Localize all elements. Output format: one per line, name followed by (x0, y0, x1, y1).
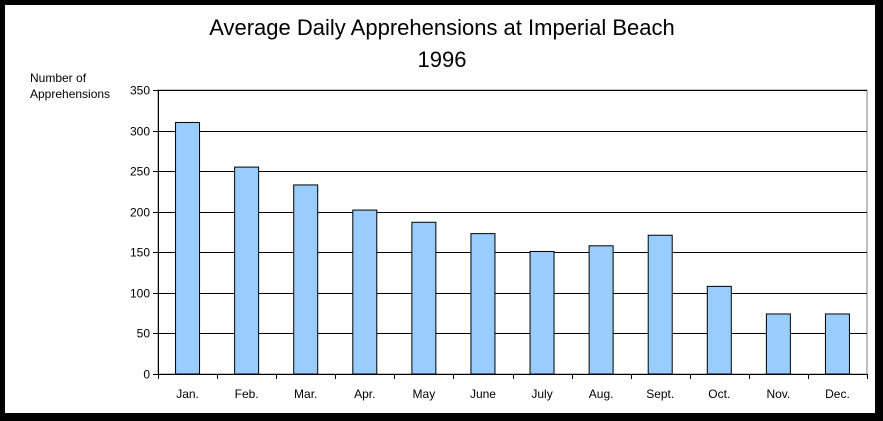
x-tick-label: Mar. (294, 387, 317, 401)
gridlines (157, 89, 868, 375)
y-tick-label: 100 (130, 287, 150, 301)
bar-chart: Average Daily Apprehensions at Imperial … (30, 15, 868, 401)
bar-mar (293, 184, 319, 375)
y-tick-label: 200 (130, 206, 150, 220)
x-tick-label: Apr. (354, 387, 375, 401)
chart-frame: Average Daily Apprehensions at Imperial … (4, 4, 876, 414)
bar-feb (234, 166, 260, 375)
y-tick-label: 300 (130, 125, 150, 139)
bar-apr (352, 209, 378, 375)
x-tick-label: June (470, 387, 496, 401)
x-tick-label: May (413, 387, 436, 401)
y-tick-label: 150 (130, 246, 150, 260)
chart-title-line1: Average Daily Apprehensions at Imperial … (209, 15, 675, 40)
bars (175, 121, 850, 375)
bar-may (411, 221, 437, 375)
y-axis-label-line1: Number of (30, 71, 87, 85)
bar-jan (175, 121, 201, 375)
x-tick-label: Nov. (766, 387, 790, 401)
y-tick-labels: 0 50 100 150 200 250 300 350 (130, 84, 150, 382)
chart-title-line2: 1996 (418, 47, 467, 72)
bar-july (529, 250, 555, 375)
y-axis-label-line2: Apprehensions (30, 87, 110, 101)
y-tick-label: 50 (137, 327, 151, 341)
bar-aug (588, 245, 614, 375)
y-tick-label: 350 (130, 84, 150, 98)
x-tick-label: Aug. (589, 387, 614, 401)
bar-dec (824, 313, 850, 375)
plot-area (157, 89, 868, 375)
y-tick-label: 250 (130, 165, 150, 179)
x-tick-label: Feb. (235, 387, 259, 401)
axes (153, 90, 868, 379)
bar-oct (706, 285, 732, 375)
x-tick-labels: Jan. Feb. Mar. Apr. May June July Aug. Sept. Oct.… (176, 387, 850, 401)
x-tick-label: Dec. (825, 387, 850, 401)
x-tick-label: Sept. (646, 387, 674, 401)
bar-june (470, 233, 496, 375)
bar-sept (647, 234, 673, 375)
y-tick-label: 0 (143, 368, 150, 382)
x-tick-label: Jan. (176, 387, 199, 401)
x-tick-label: July (531, 387, 552, 401)
x-tick-label: Oct. (708, 387, 730, 401)
bar-nov (765, 313, 791, 375)
